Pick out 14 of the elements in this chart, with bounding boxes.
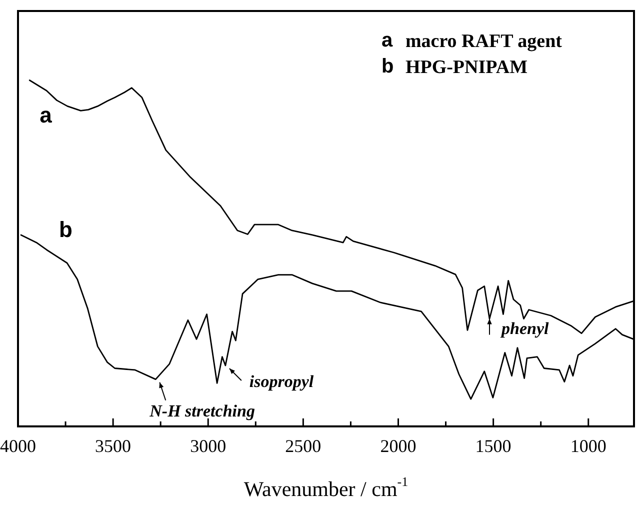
text: a macro RAFT agent [381, 30, 563, 52]
text: b HPG-PNIPAM [381, 56, 528, 78]
x-tick-label: 3500 [95, 436, 132, 456]
x-tick-label: 2500 [285, 436, 322, 456]
annotation: N-H stretching [148, 402, 256, 421]
x-tick-label: 3000 [190, 436, 226, 456]
x-tick-label: 2000 [380, 436, 416, 456]
series-label: a [40, 102, 53, 128]
x-tick-label: 1500 [475, 436, 512, 456]
annotation: isopropyl [249, 372, 314, 391]
series-label: b [59, 217, 72, 242]
x-tick-label: 4000 [0, 436, 36, 456]
annotation: phenyl [500, 319, 550, 338]
x-tick-label: 1000 [570, 436, 606, 456]
